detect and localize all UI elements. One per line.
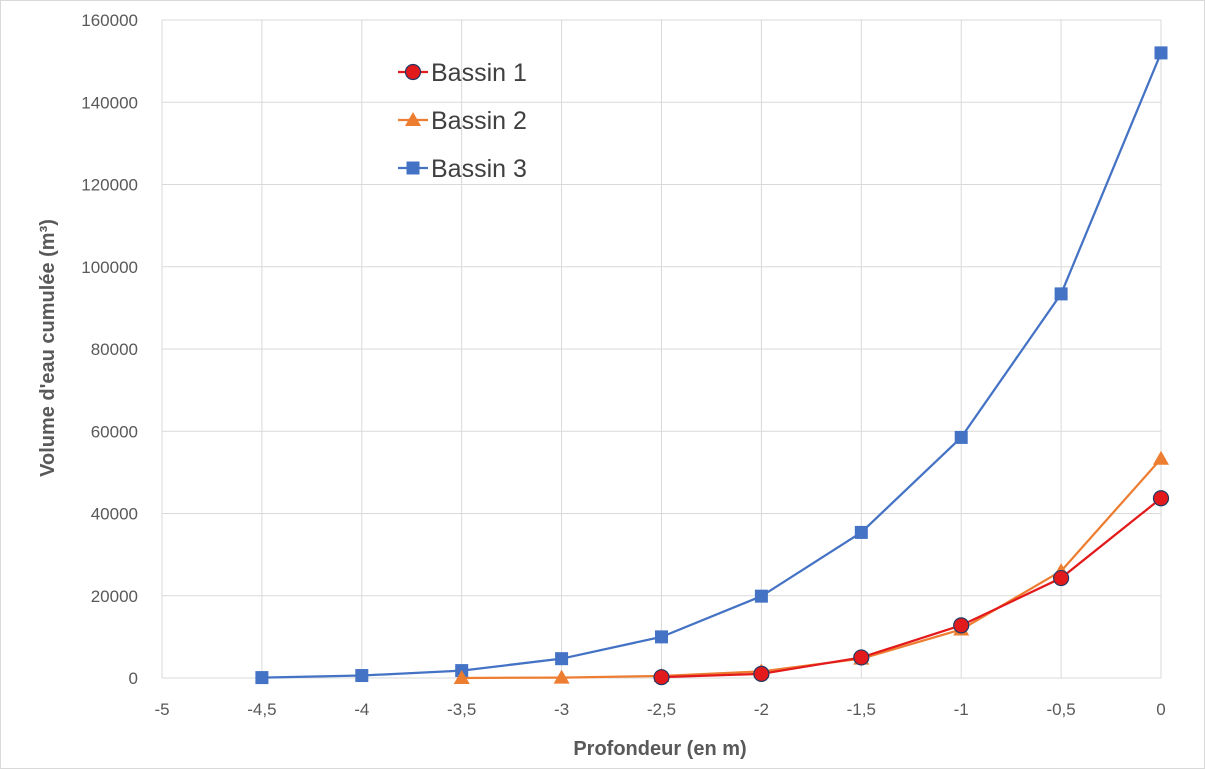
data-point-bassin-3 <box>555 652 569 666</box>
legend-marker-bassin-2 <box>405 112 421 126</box>
x-tick-label: -4 <box>354 700 369 719</box>
series-line-bassin-3 <box>261 52 1163 679</box>
data-point-bassin-3 <box>854 525 868 539</box>
legend-label-bassin-3: Bassin 3 <box>431 155 527 183</box>
legend-label-bassin-1: Bassin 1 <box>431 59 527 87</box>
data-point-bassin-2 <box>553 669 570 684</box>
y-axis-title: Volume d'eau cumulée (m³) <box>37 219 59 477</box>
data-point-bassin-2 <box>453 670 470 684</box>
series-layer <box>255 46 1170 686</box>
x-tick-label: -4,5 <box>247 700 276 719</box>
series-line-bassin-2 <box>461 458 1162 680</box>
y-tick-label: 100000 <box>81 258 138 277</box>
data-point-bassin-1 <box>653 669 670 686</box>
x-tick-label: -1,5 <box>847 700 876 719</box>
x-tick-label: -5 <box>154 700 169 719</box>
x-tick-label: -3 <box>554 700 569 719</box>
y-tick-label: 140000 <box>81 93 138 112</box>
data-point-bassin-3 <box>655 630 668 644</box>
data-point-bassin-1 <box>1052 569 1070 587</box>
x-tick-label: -0,5 <box>1046 700 1075 719</box>
data-point-bassin-3 <box>255 671 269 685</box>
y-tick-label: 0 <box>129 669 138 688</box>
x-tick-label: -2 <box>754 700 769 719</box>
y-tick-label: 40000 <box>91 505 138 524</box>
x-axis-title: Profondeur (en m) <box>573 738 746 760</box>
y-tick-label: 160000 <box>81 11 138 30</box>
data-point-bassin-1 <box>953 617 970 634</box>
data-point-bassin-1 <box>753 665 770 682</box>
data-point-bassin-2 <box>1153 450 1169 465</box>
y-tick-label: 80000 <box>91 340 138 359</box>
legend-marker-bassin-1 <box>404 63 422 81</box>
data-point-bassin-3 <box>754 589 768 603</box>
data-point-bassin-3 <box>954 430 968 444</box>
y-axis-ticks: 0 20000 40000 60000 80000 100000 120000 140000 1… <box>81 11 138 688</box>
y-tick-label: 60000 <box>91 422 138 441</box>
x-tick-label: -2,5 <box>647 700 676 719</box>
x-tick-label: -1 <box>954 700 969 719</box>
grid <box>161 19 1162 679</box>
y-tick-label: 20000 <box>91 587 138 606</box>
series-line-bassin-1 <box>661 497 1162 679</box>
legend: Bassin 1 Bassin 2 Bassin 3 <box>398 59 527 183</box>
x-tick-label: 0 <box>1156 700 1165 719</box>
data-point-bassin-3 <box>1154 46 1168 60</box>
data-point-bassin-3 <box>355 669 369 683</box>
x-tick-label: -3,5 <box>447 700 476 719</box>
legend-label-bassin-2: Bassin 2 <box>431 107 527 135</box>
data-point-bassin-1 <box>1152 490 1170 507</box>
data-point-bassin-1 <box>853 649 870 666</box>
data-point-bassin-3 <box>1054 287 1068 301</box>
y-tick-label: 120000 <box>81 176 138 195</box>
legend-marker-bassin-3 <box>406 161 420 175</box>
x-axis-ticks: -5 -4,5 -4 -3,5 -3 -2,5 -2 -1,5 -1 -0,5 0 <box>154 700 1165 719</box>
